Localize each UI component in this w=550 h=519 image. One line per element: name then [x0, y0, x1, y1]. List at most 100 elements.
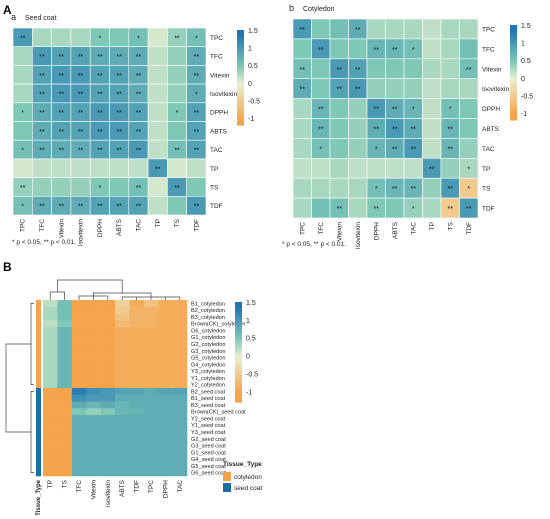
seed_coat-legend-swatch [237, 37, 244, 41]
row-label: TP [210, 166, 218, 173]
heatmap-cell [115, 435, 130, 443]
row-label: TPC [210, 35, 223, 42]
clustered-legend-swatch [235, 314, 242, 318]
heatmap-cell [57, 354, 73, 362]
heatmap-cell [43, 415, 58, 423]
column-dendrogram-branch [78, 295, 109, 300]
panel-label-a: A [3, 3, 12, 17]
seed_coat-legend-swatch [237, 101, 244, 105]
heatmap-cell [86, 333, 101, 341]
column-label: TP [429, 222, 436, 230]
heatmap-cell [147, 177, 168, 197]
cotyledon-legend-swatch [510, 79, 517, 83]
heatmap-cell [71, 381, 87, 389]
tissue-annotation-cell [36, 388, 41, 396]
significance-mark: ** [411, 186, 417, 193]
row-label: B1_seed coat [191, 396, 226, 402]
heatmap-cell [158, 421, 173, 429]
heatmap-cell [100, 455, 116, 463]
tissue-annotation-cell [36, 394, 41, 402]
clustered-legend-tick: 1 [246, 318, 250, 325]
significance-mark: * [21, 204, 24, 211]
heatmap-cell [31, 177, 52, 197]
heatmap-cell [31, 27, 52, 48]
heatmap-cell [129, 455, 145, 463]
heatmap-cell [422, 38, 442, 60]
heatmap-title: Cotyledon [303, 6, 335, 13]
tissue-annotation-cell [36, 469, 41, 477]
cotyledon-legend-swatch [510, 29, 517, 33]
heatmap-cell [71, 360, 87, 368]
clustered-legend-swatch [235, 382, 242, 386]
heatmap-cell [143, 421, 159, 429]
significance-mark: ** [194, 148, 200, 155]
heatmap-cell [158, 462, 173, 470]
cotyledon-legend-swatch [510, 55, 517, 59]
heatmap-cell [366, 18, 386, 40]
heatmap-cell [147, 27, 168, 48]
heatmap-cell [115, 415, 130, 423]
clustered-legend-swatch [235, 342, 242, 346]
heatmap-cell [167, 83, 187, 104]
heatmap-cell [12, 46, 33, 66]
heatmap-cell [172, 401, 188, 409]
heatmap-cell [385, 158, 405, 179]
heatmap-cell [329, 138, 349, 159]
heatmap-cell [57, 442, 73, 450]
heatmap-cotyledon: b Cotyledon** ** TPC** ** ** * TFC** ** ** ** Vitex… [282, 3, 533, 249]
row-label: TPC [482, 26, 495, 33]
seed_coat-legend-swatch [237, 82, 244, 86]
seed_coat-legend-swatch [237, 58, 244, 62]
seed_coat-legend-swatch [237, 75, 244, 79]
heatmap-cell [109, 177, 130, 197]
significance-mark: ** [448, 146, 454, 153]
heatmap-cell [129, 435, 145, 443]
heatmap-cell [86, 462, 101, 470]
tissue-annotation-cell [36, 360, 41, 368]
heatmap-cell [172, 300, 188, 308]
seed_coat-legend-tick: -1 [248, 116, 254, 123]
seed_coat-legend-swatch [237, 30, 244, 33]
tissue-annotation-cell [36, 313, 41, 321]
heatmap-cell [292, 158, 312, 179]
heatmap-cell [71, 415, 87, 423]
significance-mark: ** [392, 146, 398, 153]
heatmap-cell [86, 327, 101, 335]
heatmap-sublabel: a [11, 12, 16, 22]
heatmap-cell [100, 428, 116, 436]
cotyledon-legend-swatch [510, 48, 517, 52]
heatmap-cell [43, 327, 58, 335]
heatmap-cell [158, 347, 173, 355]
heatmap-cell [129, 394, 145, 402]
significance-mark: ** [337, 206, 343, 213]
heatmap-cell [440, 78, 460, 99]
clustered-legend-swatch [235, 357, 242, 361]
cotyledon-legend-tick: 1.5 [521, 23, 531, 30]
heatmap-cell [459, 118, 479, 139]
significance-mark: * [98, 185, 101, 192]
cotyledon-legend-swatch [510, 39, 517, 43]
column-label: DPPH [162, 480, 169, 498]
significance-mark: * [21, 148, 24, 155]
heatmap-cell [143, 360, 159, 368]
row-label: B3_cotyledon [191, 315, 225, 321]
heatmap-cell [158, 367, 173, 375]
heatmap-cell [158, 340, 173, 348]
heatmap-cell [86, 367, 101, 375]
heatmap-cell [172, 360, 188, 368]
significance-mark: ** [392, 107, 398, 114]
clustered-legend-swatch [235, 367, 242, 371]
clustered-legend-tick: -1 [246, 389, 252, 396]
heatmap-cell [115, 306, 130, 314]
row-label: Y3_seed coat [191, 430, 226, 436]
tissue-legend-label: seed coat [234, 485, 262, 492]
heatmap-cell [57, 381, 73, 389]
significance-mark: ** [174, 148, 180, 155]
column-label: TS [174, 218, 181, 227]
heatmap-cell [100, 313, 116, 321]
significance-mark: ** [194, 73, 200, 80]
heatmap-cell [129, 340, 145, 348]
heatmap-cell [100, 462, 116, 470]
heatmap-cell [43, 469, 58, 477]
cotyledon-legend-swatch [510, 105, 517, 109]
